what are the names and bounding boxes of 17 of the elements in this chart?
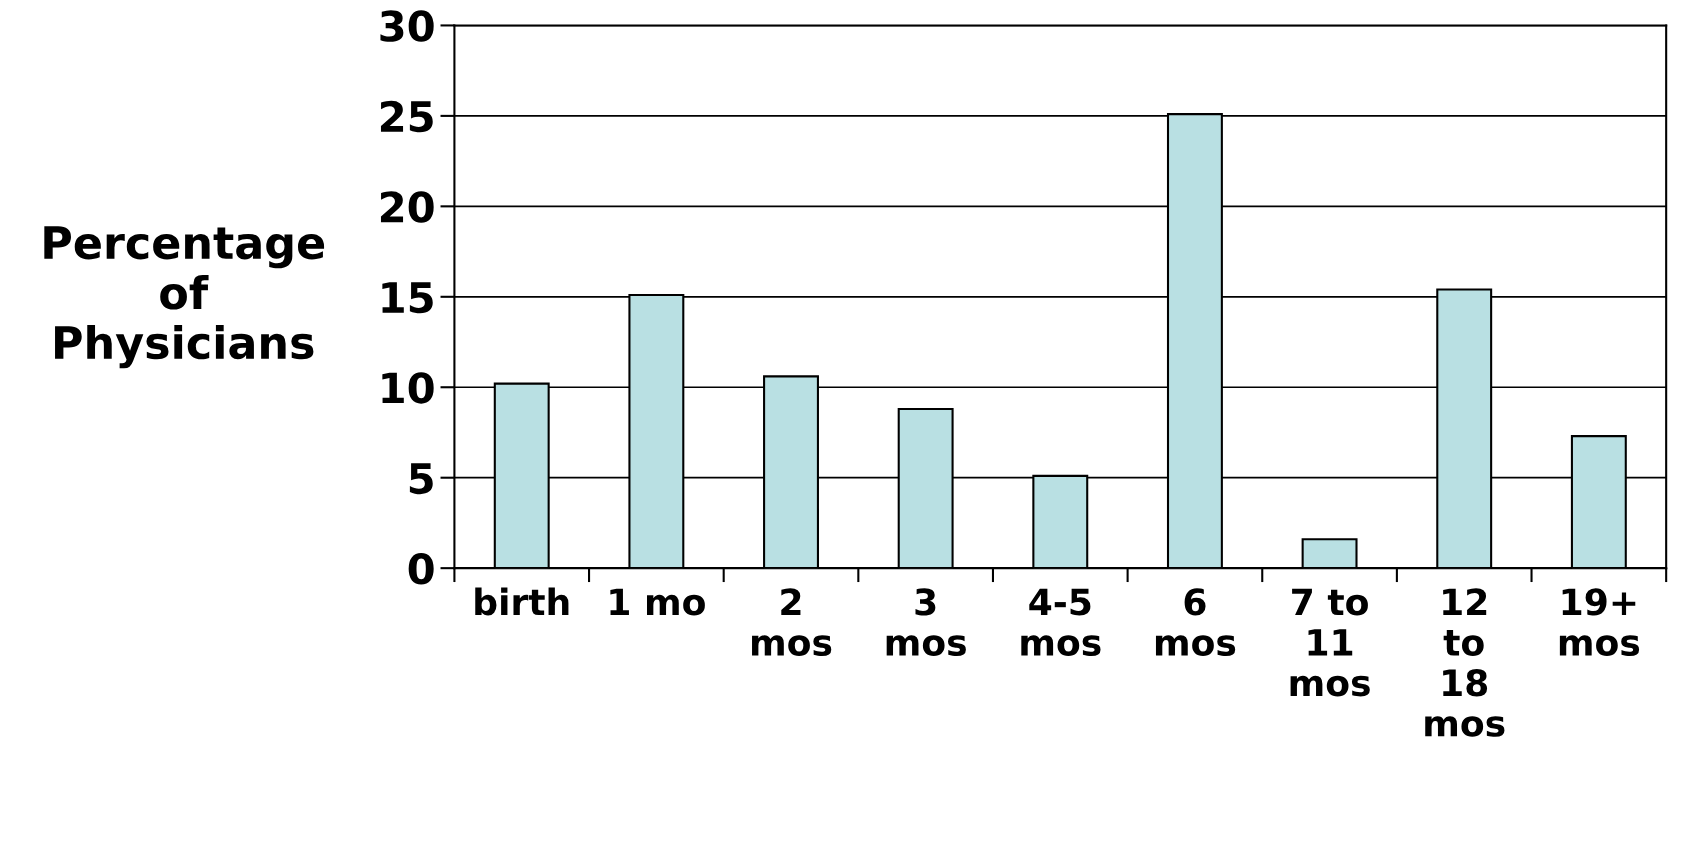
y-tick-label: 10	[382, 372, 434, 404]
x-tick-label: 1 mo	[610, 588, 705, 616]
x-tick-label: 3 mos	[886, 588, 966, 656]
x-tick-label: 19+ mos	[1559, 588, 1640, 656]
y-tick-label: 25	[380, 100, 433, 133]
y-tick-label: 0	[408, 553, 434, 585]
x-tick-label: 7 to 11 mos	[1290, 588, 1370, 697]
y-tick-label: 30	[380, 10, 434, 42]
y-tick-label: 20	[380, 191, 434, 223]
y-tick-label: 5	[409, 463, 433, 495]
x-tick-label: 4-5 mos	[1021, 588, 1101, 656]
x-tick-label: 2 mos	[752, 588, 832, 656]
x-tick-label: 12 to 18 mos	[1425, 588, 1505, 737]
x-tick-label: 6 mos	[1155, 588, 1236, 656]
x-tick-label: birth	[475, 587, 569, 616]
y-axis-title: Percentage of Physicians	[44, 226, 325, 369]
y-tick-label: 15	[382, 282, 433, 314]
